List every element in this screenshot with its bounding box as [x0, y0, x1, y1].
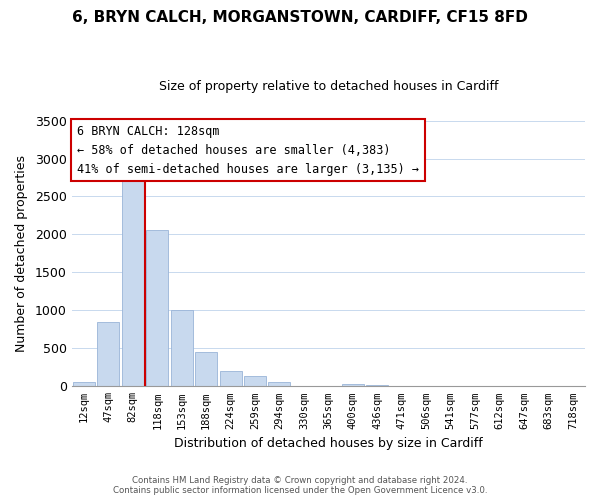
Text: Contains HM Land Registry data © Crown copyright and database right 2024.
Contai: Contains HM Land Registry data © Crown c…	[113, 476, 487, 495]
Bar	[342, 384, 364, 386]
Bar	[220, 371, 242, 386]
Title: Size of property relative to detached houses in Cardiff: Size of property relative to detached ho…	[158, 80, 498, 93]
Text: 6 BRYN CALCH: 128sqm
← 58% of detached houses are smaller (4,383)
41% of semi-de: 6 BRYN CALCH: 128sqm ← 58% of detached h…	[77, 124, 419, 176]
Bar	[122, 178, 144, 386]
Bar	[146, 230, 168, 386]
Bar	[268, 382, 290, 386]
Bar	[366, 385, 388, 386]
Bar	[73, 382, 95, 386]
Y-axis label: Number of detached properties: Number of detached properties	[15, 155, 28, 352]
Bar	[244, 376, 266, 386]
Bar	[97, 322, 119, 386]
Bar	[195, 352, 217, 386]
X-axis label: Distribution of detached houses by size in Cardiff: Distribution of detached houses by size …	[174, 437, 483, 450]
Text: 6, BRYN CALCH, MORGANSTOWN, CARDIFF, CF15 8FD: 6, BRYN CALCH, MORGANSTOWN, CARDIFF, CF1…	[72, 10, 528, 25]
Bar	[170, 310, 193, 386]
